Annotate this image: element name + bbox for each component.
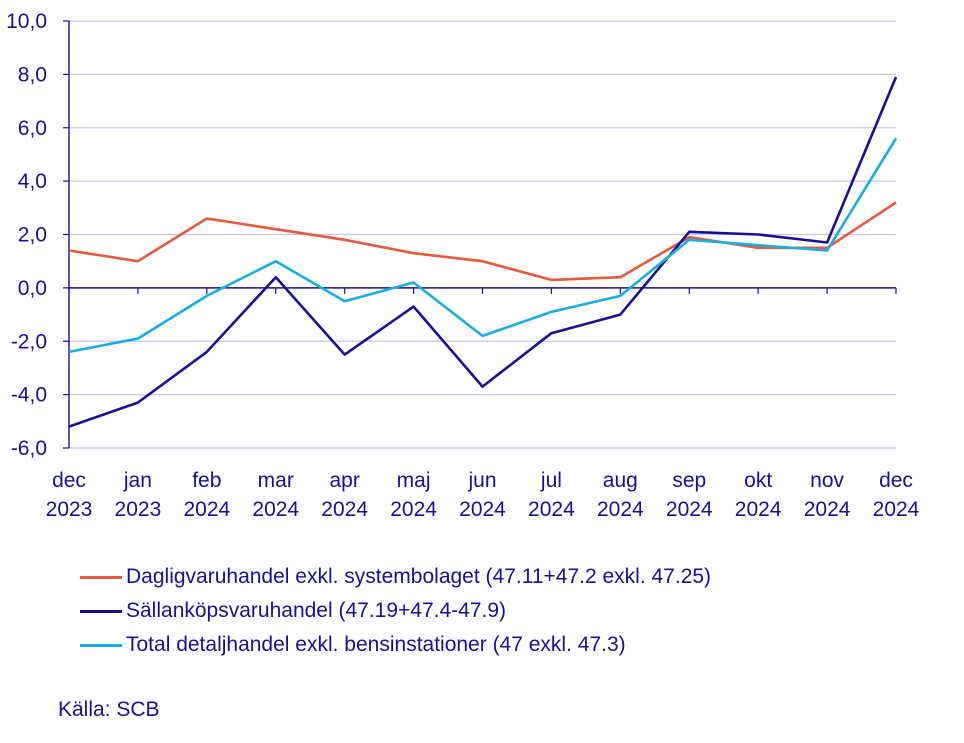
x-tick-labels: dec 2023 jan 2023 feb 2024 mar 2024 apr 2024 maj 20… (46, 469, 920, 521)
x-tick-label-year: 2024 (183, 498, 230, 521)
x-tick-label-year: 2024 (873, 498, 920, 521)
x-tick-label-month: dec (879, 469, 913, 492)
x-tick-label-year: 2024 (735, 498, 782, 521)
y-tick-label: 0,0 (18, 277, 47, 300)
x-tick-label-month: feb (192, 469, 221, 492)
x-tick-label-month: nov (810, 469, 844, 492)
legend-item-total-detaljhandel: Total detaljhandel exkl. bensinstationer… (80, 628, 711, 662)
x-tick-label-month: okt (744, 469, 772, 492)
y-tick-label: 2,0 (18, 224, 47, 247)
x-tick-label-year: 2024 (321, 498, 368, 521)
x-tick-label-year: 2024 (597, 498, 644, 521)
y-tick-label: 10,0 (6, 10, 47, 33)
y-tick-label: -6,0 (11, 437, 47, 460)
series-line-0 (68, 201, 897, 282)
legend-item-sallankopsvaruhandel: Sällanköpsvaruhandel (47.19+47.4-47.9) (80, 594, 711, 628)
legend-label: Sällanköpsvaruhandel (47.19+47.4-47.9) (126, 599, 507, 622)
axes (63, 20, 897, 449)
legend: Dagligvaruhandel exkl. systembolaget (47… (80, 560, 711, 662)
legend-swatch (80, 609, 122, 613)
x-tick-label-month: jul (540, 469, 562, 492)
x-tick-label-year: 2024 (390, 498, 437, 521)
x-tick-label-year: 2023 (115, 498, 162, 521)
x-tick-label-month: aug (603, 469, 638, 492)
x-tick-label-month: jan (123, 469, 152, 492)
legend-label: Dagligvaruhandel exkl. systembolaget (47… (126, 565, 712, 588)
y-tick-label: -2,0 (11, 330, 47, 353)
y-tick-label: 8,0 (18, 63, 47, 86)
x-tick-label-month: maj (397, 469, 431, 492)
grid-lines (69, 20, 896, 449)
x-tick-label-year: 2024 (459, 498, 506, 521)
legend-swatch (80, 575, 122, 579)
y-tick-labels: 10,0 8,0 6,0 4,0 2,0 0,0 -2,0 -4,0 -6,0 (6, 10, 47, 460)
series-line-2 (68, 137, 898, 354)
x-tick-label-month: jun (467, 469, 496, 492)
source-note: Källa: SCB (58, 698, 160, 721)
x-tick-label-year: 2024 (528, 498, 575, 521)
x-tick-label-month: mar (258, 469, 294, 492)
legend-item-dagligvaruhandel: Dagligvaruhandel exkl. systembolaget (47… (80, 560, 711, 594)
x-tick-label-month: dec (52, 469, 86, 492)
y-tick-label: 4,0 (18, 170, 47, 193)
legend-swatch (80, 643, 122, 647)
x-tick-label-month: apr (329, 469, 359, 492)
y-tick-label: -4,0 (11, 384, 47, 407)
x-tick-label-year: 2024 (252, 498, 299, 521)
series-lines (68, 76, 898, 428)
line-chart: 10,0 8,0 6,0 4,0 2,0 0,0 -2,0 -4,0 -6,0 dec 2023 j… (6, 10, 920, 521)
x-tick-label-month: sep (672, 469, 706, 492)
legend-label: Total detaljhandel exkl. bensinstationer… (126, 633, 626, 656)
series-line-1 (68, 76, 898, 428)
x-tick-label-year: 2024 (666, 498, 713, 521)
y-tick-label: 6,0 (18, 117, 47, 140)
x-tick-label-year: 2023 (46, 498, 93, 521)
x-tick-label-year: 2024 (804, 498, 851, 521)
